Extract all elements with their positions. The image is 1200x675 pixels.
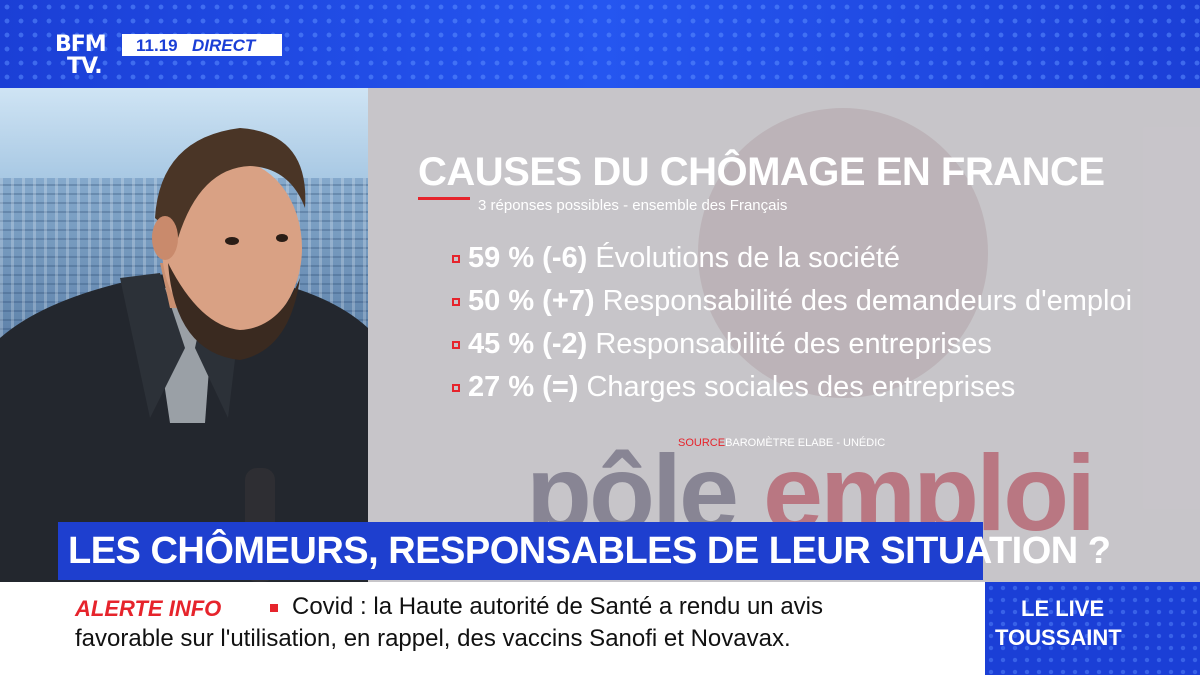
bfmtv-logo: BFM TV.	[55, 34, 117, 84]
survey-item-pct: 45 % (-2)	[468, 328, 588, 360]
clock-box: 11.19 DIRECT	[122, 34, 282, 56]
alert-dot-icon	[270, 604, 278, 612]
studio-camera-view	[0, 88, 368, 582]
clock-time: 11.19	[136, 36, 178, 55]
source-label: SOURCE	[678, 437, 726, 449]
survey-item-desc: Charges sociales des entreprises	[586, 371, 1016, 403]
news-ticker: ALERTE INFO Covid : la Haute autorité de…	[0, 582, 985, 675]
panel-overlay	[368, 88, 1200, 582]
source-text: BAROMÈTRE ELABE - UNÉDIC	[725, 437, 886, 449]
live-status: DIRECT	[192, 36, 256, 55]
title-accent-line	[418, 197, 470, 200]
infographic-title: CAUSES DU CHÔMAGE EN FRANCE	[418, 150, 1105, 194]
headline-text: LES CHÔMEURS, RESPONSABLES DE LEUR SITUA…	[68, 530, 1111, 572]
survey-item-pct: 59 % (-6)	[468, 242, 588, 274]
survey-item-desc: Responsabilité des demandeurs d'emploi	[602, 285, 1133, 317]
logo-line-1: BFM	[55, 32, 107, 57]
bullet-icon	[452, 255, 460, 263]
ticker-line-1: Covid : la Haute autorité de Santé a ren…	[292, 593, 823, 620]
survey-item-pct: 50 % (+7)	[468, 285, 595, 317]
pole-emploi-logo-circle	[698, 108, 988, 398]
alert-info-label: ALERTE INFO	[75, 596, 222, 621]
live-line-1: LE LIVE	[1021, 596, 1105, 621]
bullet-icon	[452, 341, 460, 349]
infographic-subtitle: 3 réponses possibles - ensemble des Fran…	[478, 197, 788, 214]
live-line-2: TOUSSAINT	[995, 625, 1122, 650]
presenter-figure	[0, 128, 368, 582]
logo-line-2: TV.	[67, 54, 103, 79]
infographic-panel: pôle emploi CAUSES DU CHÔMAGE EN FRANCE …	[368, 88, 1200, 582]
survey-item-desc: Responsabilité des entreprises	[595, 328, 992, 360]
bullet-icon	[452, 298, 460, 306]
bullet-icon	[452, 384, 460, 392]
ticker-line-2: favorable sur l'utilisation, en rappel, …	[75, 625, 791, 652]
live-program-box: LE LIVE TOUSSAINT	[985, 582, 1200, 675]
source-credit: SOURCEBAROMÈTRE ELABE - UNÉDIC	[678, 437, 885, 449]
survey-item-pct: 27 % (=)	[468, 371, 579, 403]
headline-banner: LES CHÔMEURS, RESPONSABLES DE LEUR SITUA…	[58, 522, 1111, 580]
survey-item-desc: Évolutions de la société	[595, 242, 901, 274]
